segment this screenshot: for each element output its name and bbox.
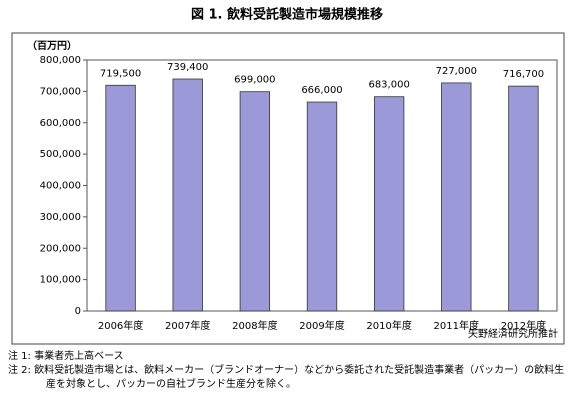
x-tick-label: 2008年度 xyxy=(232,319,277,332)
x-tick-label: 2009年度 xyxy=(299,319,344,332)
bar xyxy=(508,85,539,312)
chart-frame xyxy=(11,32,565,345)
bar xyxy=(441,82,472,312)
bar xyxy=(172,78,203,312)
bar xyxy=(306,101,338,312)
chart-title: 図 1. 飲料受託製造市場規模推移 xyxy=(191,7,383,23)
data-label: 716,700 xyxy=(503,69,544,80)
bar xyxy=(105,84,136,312)
notes: 注 1: 事業者売上高ベース注 2: 飲料受託製造市場とは、飲料メーカー（ブラン… xyxy=(8,350,568,392)
y-tick-label: 400,000 xyxy=(40,181,81,192)
chart: 図 1. 飲料受託製造市場規模推移 （百万円） 矢野経済研究所推計 0 100,0… xyxy=(11,7,565,345)
data-label: 699,000 xyxy=(234,75,275,86)
x-tick-label: 2012年度 xyxy=(501,319,546,332)
y-unit-label: （百万円） xyxy=(27,39,77,52)
y-tick-label: 600,000 xyxy=(40,118,81,129)
x-tick-label: 2010年度 xyxy=(366,319,411,332)
y-tick-label: 300,000 xyxy=(40,212,81,223)
y-tick-label: 800,000 xyxy=(40,55,81,66)
data-label: 666,000 xyxy=(301,85,342,96)
x-tick-label: 2006年度 xyxy=(98,319,143,332)
y-tick-label: 500,000 xyxy=(40,149,81,160)
source: 矢野経済研究所推計 xyxy=(468,327,558,340)
y-tick-label: 200,000 xyxy=(40,243,81,254)
data-label: 739,400 xyxy=(167,62,208,73)
bar xyxy=(373,96,405,312)
data-label: 719,500 xyxy=(100,68,141,79)
y-tick-label: 100,000 xyxy=(40,275,81,286)
note: 注 1: 事業者売上高ベース xyxy=(8,351,124,362)
data-label: 683,000 xyxy=(368,80,409,91)
y-tick-label: 0 xyxy=(75,306,81,317)
bar xyxy=(239,91,271,312)
note: 注 2: 飲料受託製造市場とは、飲料メーカー（ブランドオーナー）などから委託され… xyxy=(8,365,565,390)
y-tick-label: 700,000 xyxy=(40,86,81,97)
data-label: 727,000 xyxy=(436,66,477,77)
x-tick-label: 2011年度 xyxy=(434,319,479,332)
x-tick-label: 2007年度 xyxy=(165,319,210,332)
